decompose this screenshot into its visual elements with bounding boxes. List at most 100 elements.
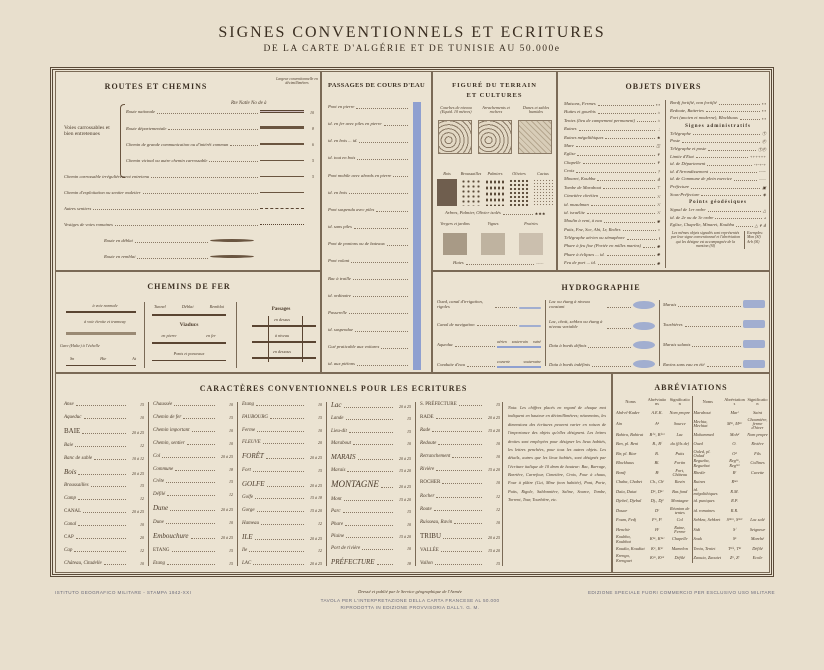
abbr-cell: Marabout — [693, 409, 711, 415]
item-value: 10 — [407, 441, 411, 447]
item-label: Télégraphe et poste — [670, 145, 707, 151]
leader — [603, 221, 655, 223]
item-label: Ruines mégalithiques — [564, 134, 604, 140]
item-label: Redoute — [420, 441, 437, 447]
abbr-cell: Bahira, Bahirat — [616, 431, 644, 437]
item-label: MARAIS — [331, 452, 356, 461]
item-label: Pont volant — [328, 258, 350, 264]
passage-item: Pont en pierre — [328, 104, 410, 110]
objet-symbol: ······· — [759, 176, 766, 182]
passage-item: Pont mobile avec abords en pierre — [328, 173, 410, 179]
abbr-cell: Chapelle — [668, 534, 693, 545]
terrain-title: FIGURÉ DU TERRAIN — [452, 82, 537, 89]
abbr-cell: Bl. — [654, 460, 660, 466]
relief-label: Courbes de niveau (Equid. 10 mètres) — [440, 105, 472, 115]
item-value: 15 — [140, 402, 144, 407]
item-label: Croix — [564, 168, 575, 173]
abbr-cell: Zᵃ, Zᵗ — [729, 555, 740, 561]
item-label: Limite d'Etat — [670, 153, 694, 159]
item-label: S. PRÉFECTURE — [420, 402, 457, 407]
leader — [577, 154, 655, 156]
objets-title: OBJETS DIVERS — [625, 82, 702, 91]
leader — [476, 325, 517, 327]
ecritures-item: LAC 20 à 25 — [242, 561, 322, 566]
item-label: Moulin à vent, à eau — [564, 218, 602, 224]
route-item: Chemin de grande communication ou d'inté… — [126, 142, 314, 148]
item-label: Défilé — [153, 492, 166, 498]
bridges-label: Ponts et ponceaux — [173, 351, 205, 356]
item-label: Mont — [331, 496, 342, 502]
leader — [736, 225, 753, 227]
ecritures-item: Cap 12 — [64, 548, 144, 553]
ecritures-item: Banc de sable 10 à 12 — [64, 456, 144, 461]
item-value: 10 — [318, 402, 322, 407]
rail-vertical — [268, 316, 269, 362]
water-symbol — [743, 360, 765, 368]
river-band — [413, 102, 421, 370]
item-label: id. d'Arrondissement — [670, 168, 709, 174]
item-value: 12 — [318, 548, 322, 554]
hydro-item: Canal de navigation — [437, 322, 541, 328]
objet-item: id. de Département -+-+-+ — [670, 162, 766, 167]
item-label: Maisons, Fermes — [564, 101, 596, 106]
objet-item: Ruines ∴ — [564, 127, 660, 132]
leader — [209, 161, 258, 163]
objet-item: Croix † — [564, 168, 660, 174]
geo-note: Les mêmes objets signalés sont représent… — [670, 230, 741, 249]
viaduct-stone-label: en pierre — [161, 333, 177, 338]
item-value: 10 — [407, 546, 411, 552]
objet-item: Huttes et gourbis ⌂ — [564, 110, 660, 115]
leader — [575, 146, 655, 148]
ecritures-item: Marais 15 à 20 — [331, 468, 411, 473]
item-value: 20 à 25 — [132, 470, 144, 476]
item-label: PRÉFECTURE — [331, 557, 375, 566]
leader — [78, 525, 126, 527]
route-item: Route en remblai — [104, 255, 264, 260]
relief-swatch — [518, 120, 552, 154]
ecritures-item: PRÉFECTURE 18 — [331, 557, 411, 566]
ecritures-item: Rade 15 à 20 — [420, 428, 500, 433]
ecritures-item: GOLFE 20 à 25 — [242, 480, 322, 488]
abbr-cell: Défilé — [668, 553, 693, 564]
abbr-cell: Zaouia, Zaouiet — [693, 555, 721, 561]
item-label: Conduite d'eau — [437, 362, 465, 368]
leader — [607, 327, 631, 329]
leader — [170, 510, 215, 512]
leader — [74, 550, 126, 552]
water-type-label: ruiné — [532, 339, 541, 344]
abbr-cell: Puits — [668, 449, 693, 459]
column-divider — [237, 402, 238, 566]
leader — [376, 210, 408, 212]
item-value: 15 — [407, 416, 411, 422]
item-label: Gué praticable aux voitures — [328, 344, 380, 350]
route-item: Chemin vicinal ou autre chemin carrossab… — [126, 158, 314, 164]
ecritures-item: Col 20 à 25 — [153, 454, 233, 459]
leader — [682, 141, 760, 143]
rail-passage-label: en dessous — [272, 349, 292, 354]
leader — [347, 471, 393, 473]
item-label: Pont en pierre — [328, 104, 355, 109]
leader — [590, 205, 656, 207]
line-symbol — [260, 143, 304, 146]
item-label: Lande — [331, 416, 344, 422]
leader — [684, 326, 741, 327]
ecritures-item: Chemin de fer 15 — [153, 415, 233, 420]
item-value: 10 — [140, 522, 144, 528]
objet-item: Phare à feu fixe (Portée en milles marin… — [564, 244, 660, 249]
item-value: 12 — [318, 520, 322, 526]
item-value: 20 à 25 — [488, 415, 500, 421]
route-item: Autres sentiers — [64, 206, 314, 212]
ecritures-item: Dune 10 — [153, 520, 233, 525]
objet-item: Maisons, Fermes ▪ ▪ — [564, 101, 660, 107]
example-item: Mon (Sl) — [747, 235, 761, 240]
item-label: LAC — [242, 561, 252, 566]
item-label: id. aux piétons — [328, 361, 355, 367]
hydro-item: Daïa à bords indéfinis — [549, 359, 655, 368]
leader — [93, 209, 258, 211]
objet-item: Redoute, Batteries ▪ ▪ — [670, 108, 766, 114]
leader — [103, 563, 126, 565]
ecritures-item: Etang 10 — [242, 402, 322, 407]
ecritures-item: Plaine 15 à 20 — [331, 534, 411, 539]
leader — [393, 176, 408, 178]
objet-item: Minaret, Koubba ♁ — [564, 177, 660, 182]
